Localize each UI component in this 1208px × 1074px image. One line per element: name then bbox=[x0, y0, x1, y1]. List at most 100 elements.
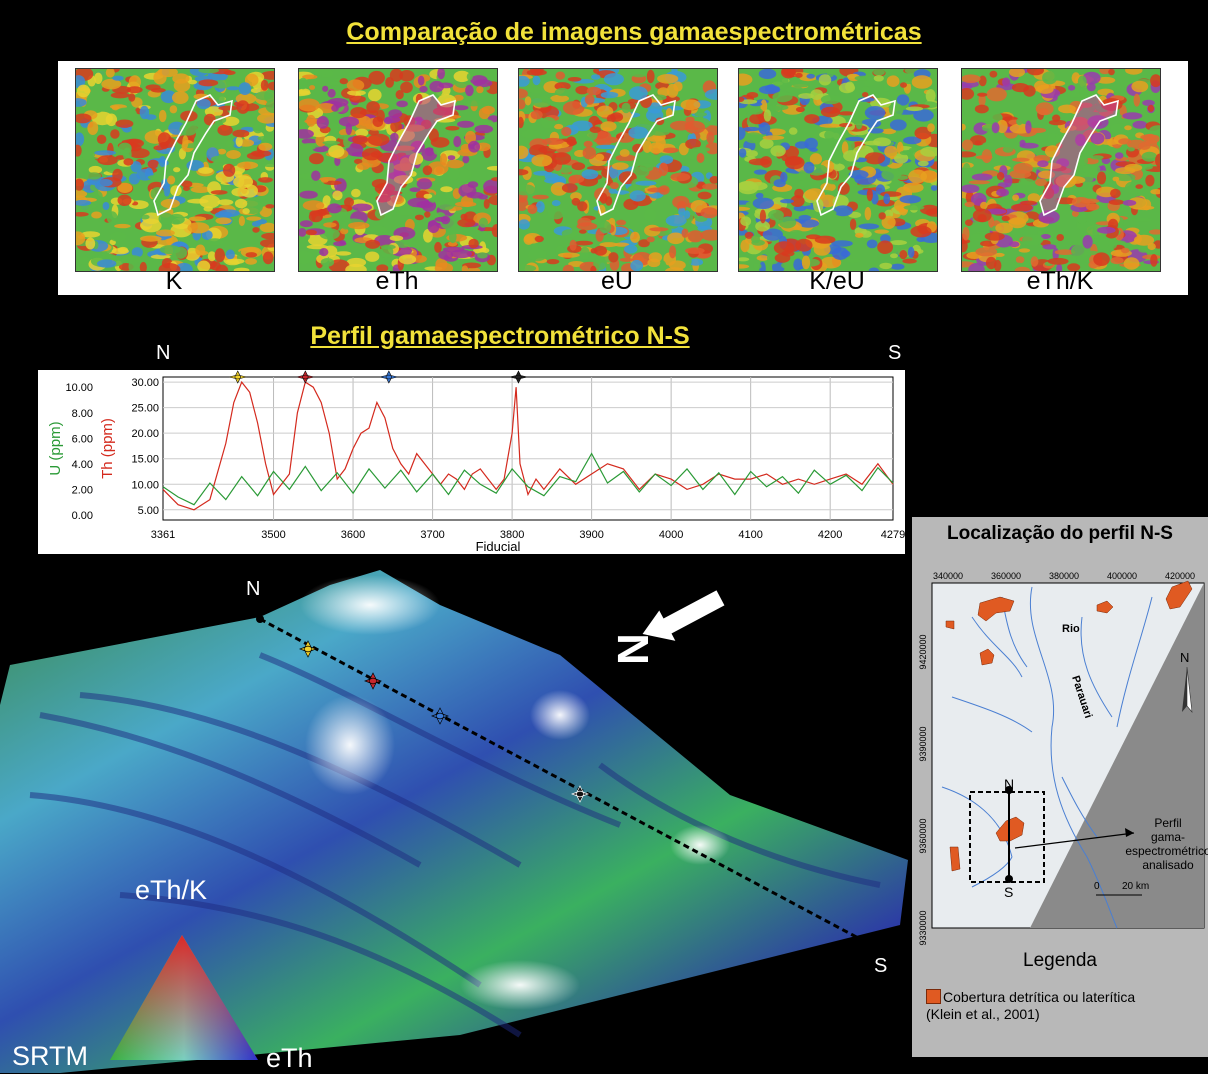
scale-label-0: 0 bbox=[1094, 881, 1100, 892]
profile-marker bbox=[379, 370, 398, 384]
profile-marker bbox=[228, 370, 247, 384]
map-profile-n: N bbox=[1004, 776, 1014, 792]
legend-item: Cobertura detrítica ou laterítica (Klein… bbox=[926, 989, 1135, 1023]
y-right-tick-label: 15.00 bbox=[131, 454, 159, 466]
profile-chart: 3361 3500 3600 3700 3800 3900 4000 4100 4200 4279… bbox=[38, 370, 905, 554]
profile-point-s bbox=[1005, 875, 1013, 883]
x-tick-label: 3700 bbox=[420, 529, 444, 541]
y-right-tick-label: 5.00 bbox=[138, 505, 159, 517]
profile-title: Perfil gamaespectrométrico N-S bbox=[310, 322, 690, 350]
outcrop-outline bbox=[1039, 94, 1119, 217]
x-tick-label: 4279 bbox=[881, 529, 905, 541]
x-axis-label: Fiducial bbox=[476, 539, 521, 554]
callout-line: espectrométrico bbox=[1125, 844, 1208, 858]
terrain-s-label: S bbox=[874, 955, 888, 977]
location-title: Localização do perfil N-S bbox=[947, 523, 1173, 544]
terrain-marker-blue bbox=[431, 707, 449, 725]
profile-point-n bbox=[1005, 786, 1013, 794]
y-left-tick-label: 4.00 bbox=[72, 459, 93, 471]
gamma-map-svg bbox=[76, 69, 274, 271]
map-eu bbox=[518, 68, 718, 272]
y-right-tick-label: 10.00 bbox=[131, 479, 159, 491]
y-left-tick-label: 8.00 bbox=[72, 408, 93, 420]
callout-line: Perfil bbox=[1154, 816, 1181, 830]
y-right-tick-label: 25.00 bbox=[131, 403, 159, 415]
x-tick-label: 4000 bbox=[659, 529, 683, 541]
y-left-tick-label: 2.00 bbox=[72, 484, 93, 496]
gamma-map-svg bbox=[519, 69, 717, 271]
x-tick-label: 3600 bbox=[341, 529, 365, 541]
loc-x-tick-label: 380000 bbox=[1049, 571, 1079, 581]
map-label-eth: eTh bbox=[375, 267, 419, 295]
x-tick-label: 3361 bbox=[151, 529, 175, 541]
legend-swatch bbox=[926, 989, 941, 1004]
north-arrow-map-icon bbox=[1182, 666, 1193, 713]
callout-arrowhead bbox=[1125, 828, 1134, 837]
x-tick-label: 3900 bbox=[579, 529, 603, 541]
outcrop-outline bbox=[596, 94, 676, 217]
map-north-label: N bbox=[1180, 650, 1189, 665]
loc-y-tick-label: 9390000 bbox=[918, 726, 928, 761]
outcrop-outline bbox=[153, 94, 233, 217]
y-left-axis-label: U (ppm) bbox=[47, 421, 64, 475]
profile-marker bbox=[509, 370, 528, 384]
map-label-k: K bbox=[165, 267, 183, 295]
shaded-area bbox=[1030, 583, 1204, 928]
map-eth bbox=[298, 68, 498, 272]
ternary-label-left: SRTM bbox=[12, 1041, 89, 1071]
gamma-map-svg bbox=[962, 69, 1160, 271]
terrain-svg: N bbox=[0, 570, 908, 1073]
map-eth-k bbox=[961, 68, 1161, 272]
gamma-map-svg bbox=[299, 69, 497, 271]
rivers bbox=[941, 586, 1153, 929]
location-x-ticks: 340000 360000 380000 400000 420000 bbox=[933, 571, 1195, 581]
terrain-highlight bbox=[305, 695, 395, 795]
main-title: Comparação de imagens gamaespectrométric… bbox=[346, 18, 922, 46]
maps-panel: K eTh eU K/eU eTh/K bbox=[58, 61, 1188, 295]
y-left-tick-label: 6.00 bbox=[72, 433, 93, 445]
x-tick-label: 4200 bbox=[818, 529, 842, 541]
profile-chart-svg: 3361 3500 3600 3700 3800 3900 4000 4100 4200 4279… bbox=[47, 370, 905, 554]
terrain-marker-black bbox=[571, 785, 589, 803]
terrain-marker-red bbox=[364, 672, 382, 690]
map-label-eu: eU bbox=[601, 267, 633, 295]
terrain-highlight bbox=[300, 575, 440, 635]
y-left-tick-label: 0.00 bbox=[72, 510, 93, 522]
loc-x-tick-label: 400000 bbox=[1107, 571, 1137, 581]
series-line-u bbox=[162, 452, 894, 506]
y-right-axis-label: Th (ppm) bbox=[99, 418, 116, 479]
map-label-eth-k: eTh/K bbox=[1026, 267, 1094, 295]
terrain-highlight bbox=[530, 690, 590, 740]
profile-end-s bbox=[858, 936, 866, 944]
legend-line-1: Cobertura detrítica ou laterítica bbox=[943, 989, 1136, 1005]
callout-text: Perfil gama-espectrométrico analisado bbox=[1125, 816, 1208, 872]
location-panel: Localização do perfil N-S 340000 360000 38… bbox=[912, 517, 1208, 1057]
terrain-n-label: N bbox=[246, 578, 261, 600]
loc-x-tick-label: 340000 bbox=[933, 571, 963, 581]
legend-title: Legenda bbox=[1023, 950, 1097, 971]
profile-end-n bbox=[256, 615, 264, 623]
terrain-highlight bbox=[460, 960, 580, 1010]
north-arrow-icon: N bbox=[609, 586, 729, 665]
loc-y-tick-label: 9360000 bbox=[918, 818, 928, 853]
profile-n-label: N bbox=[156, 342, 171, 364]
loc-y-tick-label: 9330000 bbox=[918, 910, 928, 945]
map-label-k-eu: K/eU bbox=[809, 267, 865, 295]
terrain-ridges bbox=[29, 652, 881, 1038]
location-y-ticks: 9420000 9390000 9360000 9330000 bbox=[918, 634, 928, 945]
map-profile-s: S bbox=[1004, 884, 1013, 900]
ternary-triangle-icon bbox=[110, 935, 258, 1060]
map-k bbox=[75, 68, 275, 272]
ternary-label-top: eTh/K bbox=[135, 875, 208, 905]
loc-x-tick-label: 420000 bbox=[1165, 571, 1195, 581]
outcrop-outline bbox=[816, 94, 896, 217]
svg-text:N: N bbox=[609, 633, 658, 665]
profile-line bbox=[259, 617, 863, 942]
profile-s-label: S bbox=[888, 342, 902, 364]
scale-label-20: 20 km bbox=[1122, 881, 1149, 892]
profile-marker bbox=[296, 370, 315, 384]
ternary-label-right: eTh bbox=[266, 1043, 313, 1073]
y-left-tick-label: 10.00 bbox=[65, 382, 93, 394]
x-tick-label: 4100 bbox=[738, 529, 762, 541]
location-map: 340000 360000 380000 400000 420000 9420000 93… bbox=[918, 571, 1208, 946]
